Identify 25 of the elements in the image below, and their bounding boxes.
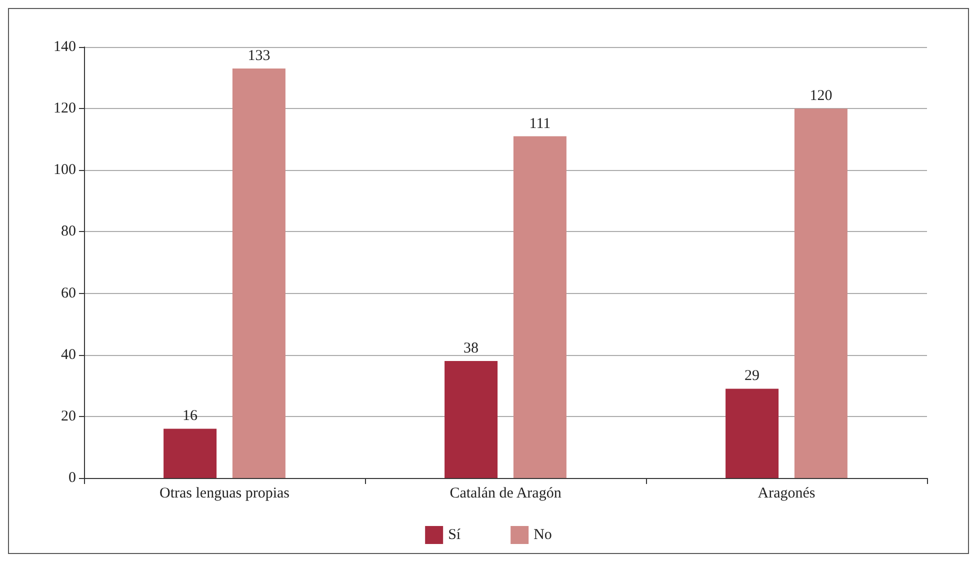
data-label: 29 bbox=[744, 368, 760, 384]
data-label: 16 bbox=[182, 408, 198, 424]
legend-label: Sí bbox=[448, 527, 462, 543]
bar bbox=[726, 388, 779, 478]
data-label: 38 bbox=[464, 340, 479, 357]
x-tick-label: Catalán de Aragón bbox=[450, 486, 562, 502]
y-tick-label: 40 bbox=[61, 346, 76, 363]
x-tick-label: Otras lenguas propias bbox=[160, 486, 290, 502]
data-label: 111 bbox=[529, 116, 551, 132]
y-tick-label: 80 bbox=[61, 224, 76, 240]
y-tick-label: 20 bbox=[61, 408, 76, 424]
x-tick-label: Aragonés bbox=[758, 486, 816, 502]
y-tick-label: 100 bbox=[54, 162, 76, 178]
data-label: 120 bbox=[810, 88, 832, 104]
y-tick-label: 0 bbox=[68, 470, 76, 486]
bar bbox=[444, 361, 498, 478]
y-tick-label: 60 bbox=[61, 285, 76, 302]
data-label: 133 bbox=[248, 48, 270, 64]
bar bbox=[164, 428, 217, 478]
bar bbox=[513, 136, 566, 478]
y-tick-label: 140 bbox=[54, 39, 76, 55]
legend-label: No bbox=[534, 527, 552, 543]
y-tick-label: 120 bbox=[54, 100, 76, 117]
bar bbox=[232, 68, 286, 478]
bar bbox=[794, 108, 848, 478]
